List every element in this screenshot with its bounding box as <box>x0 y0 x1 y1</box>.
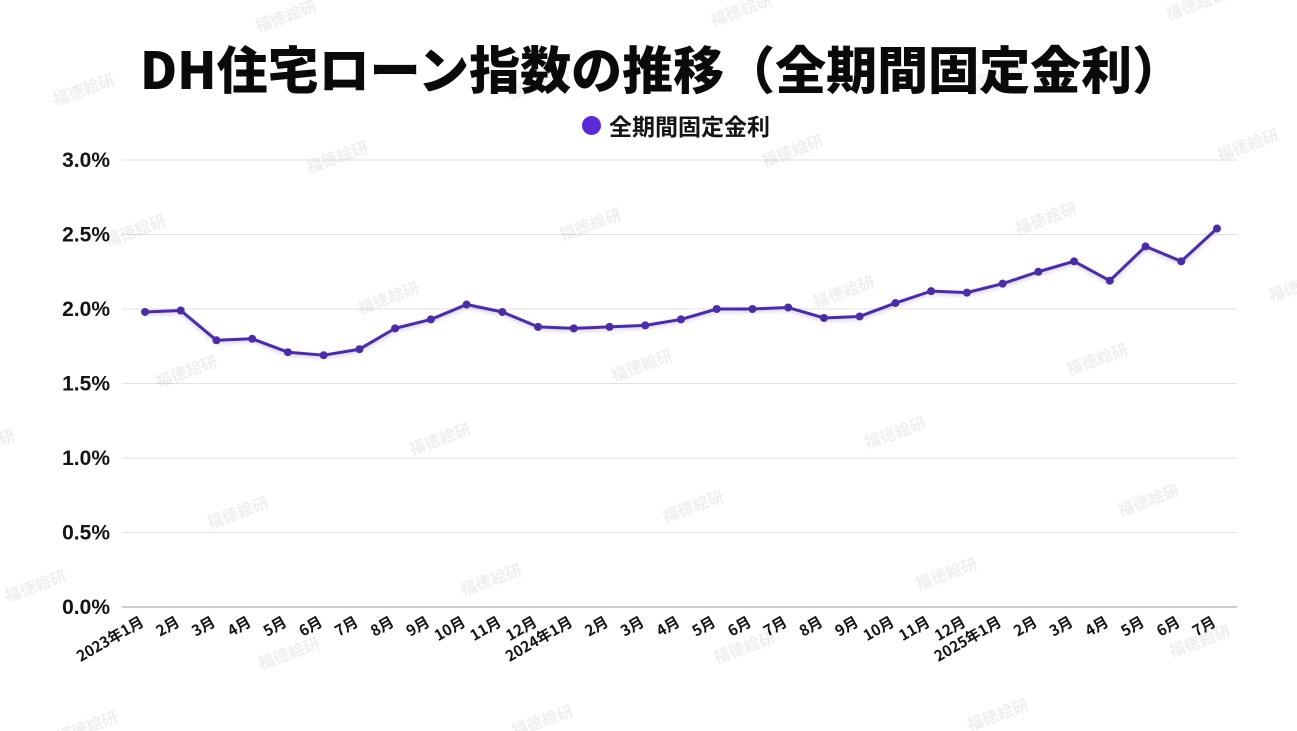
svg-text:10月: 10月 <box>859 611 898 646</box>
svg-text:2月: 2月 <box>581 611 612 641</box>
svg-text:8月: 8月 <box>795 611 826 641</box>
svg-text:7月: 7月 <box>1188 611 1219 641</box>
svg-text:4月: 4月 <box>1081 611 1112 641</box>
svg-text:3月: 3月 <box>617 611 648 641</box>
svg-text:0.0%: 0.0% <box>62 596 110 619</box>
svg-text:2月: 2月 <box>152 611 183 641</box>
svg-text:2.5%: 2.5% <box>62 224 110 247</box>
svg-text:6月: 6月 <box>1153 611 1184 641</box>
svg-text:2月: 2月 <box>1010 611 1041 641</box>
svg-text:9月: 9月 <box>831 611 862 641</box>
svg-text:2023年1月: 2023年1月 <box>73 611 148 666</box>
svg-text:9月: 9月 <box>402 611 433 641</box>
svg-text:11月: 11月 <box>466 611 505 646</box>
svg-text:5月: 5月 <box>1117 611 1148 641</box>
svg-text:1.0%: 1.0% <box>62 447 110 470</box>
svg-text:3月: 3月 <box>1045 611 1076 641</box>
svg-text:7月: 7月 <box>760 611 791 641</box>
svg-text:4月: 4月 <box>224 611 255 641</box>
svg-text:4月: 4月 <box>652 611 683 641</box>
svg-text:5月: 5月 <box>688 611 719 641</box>
svg-text:5月: 5月 <box>259 611 290 641</box>
svg-text:6月: 6月 <box>724 611 755 641</box>
svg-text:2.0%: 2.0% <box>62 298 110 321</box>
svg-text:7月: 7月 <box>331 611 362 641</box>
svg-text:3月: 3月 <box>188 611 219 641</box>
svg-text:8月: 8月 <box>366 611 397 641</box>
svg-text:0.5%: 0.5% <box>62 522 110 545</box>
svg-text:3.0%: 3.0% <box>62 149 110 172</box>
svg-text:6月: 6月 <box>295 611 326 641</box>
svg-text:1.5%: 1.5% <box>62 373 110 396</box>
svg-text:10月: 10月 <box>430 611 469 646</box>
svg-text:11月: 11月 <box>895 611 934 646</box>
